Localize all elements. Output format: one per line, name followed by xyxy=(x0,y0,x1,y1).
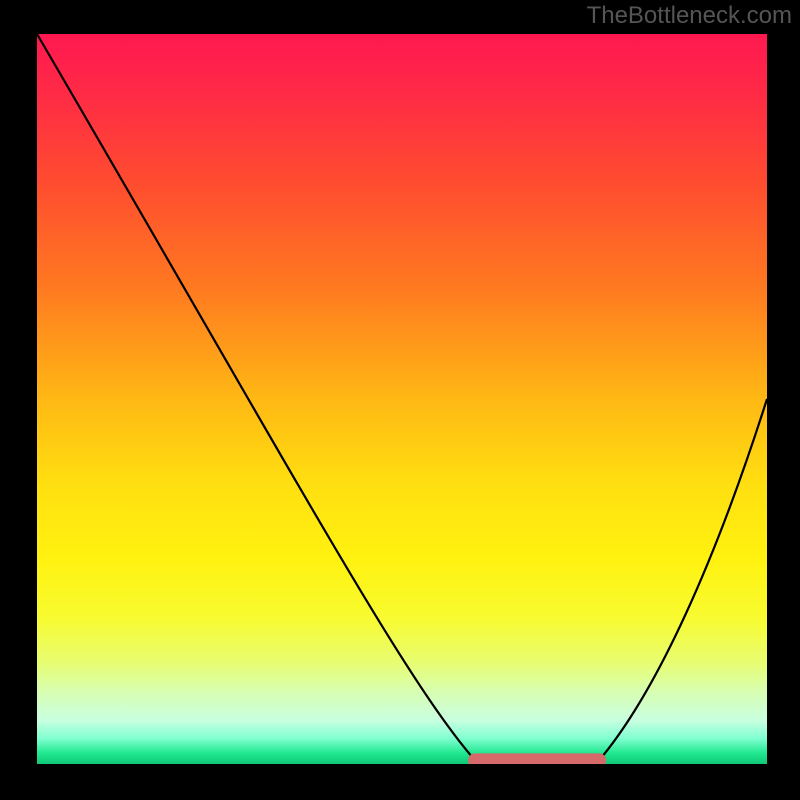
chart-background xyxy=(37,34,767,764)
attribution-text: TheBottleneck.com xyxy=(587,2,792,30)
bottleneck-chart xyxy=(37,34,767,764)
chart-container: TheBottleneck.com xyxy=(0,0,800,800)
